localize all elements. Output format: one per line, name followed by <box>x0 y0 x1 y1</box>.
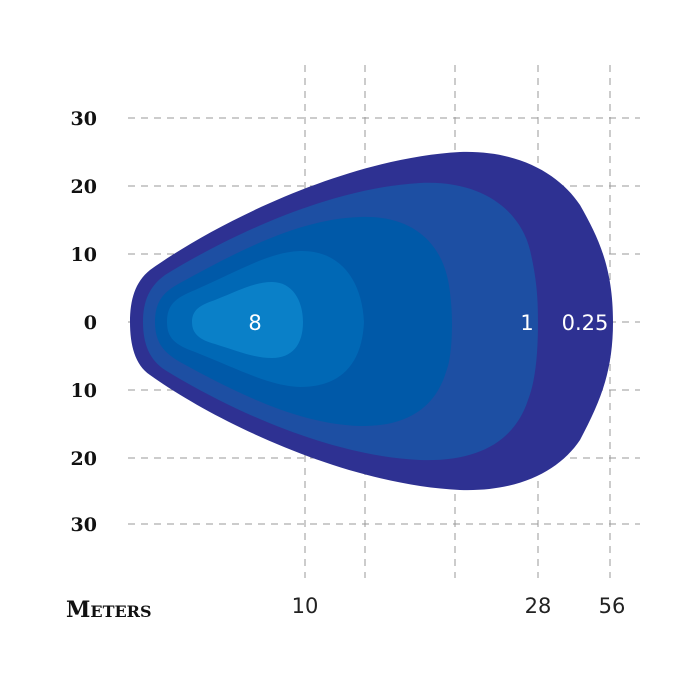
x-axis-label-char: E <box>90 602 102 621</box>
x-tick-label: 10 <box>292 594 319 618</box>
y-tick-label: 30 <box>71 108 97 130</box>
contours <box>130 151 613 491</box>
level-label: 1 <box>520 311 533 335</box>
x-axis-label-char: R <box>127 602 141 621</box>
y-axis-ticks: 30 20 10 0 10 20 30 <box>71 108 97 536</box>
x-axis-ticks: 10 28 56 <box>292 594 626 618</box>
x-axis-label-char: E <box>114 602 126 621</box>
level-labels: 8 1 0.25 <box>248 311 608 335</box>
x-axis-label-char: T <box>103 602 115 621</box>
level-label: 8 <box>248 311 261 335</box>
y-tick-label: 0 <box>84 312 97 334</box>
x-axis-label: METERS <box>66 597 152 623</box>
level-label: 0.25 <box>562 311 609 335</box>
contour-level-8 <box>192 282 303 358</box>
y-tick-label: 10 <box>71 380 97 402</box>
x-axis-label-char: M <box>66 597 90 623</box>
y-tick-label: 10 <box>71 244 97 266</box>
x-tick-label: 56 <box>599 594 626 618</box>
x-tick-label: 28 <box>525 594 552 618</box>
y-tick-label: 20 <box>71 448 97 470</box>
x-axis-label-char: S <box>140 602 152 621</box>
y-tick-label: 30 <box>71 514 97 536</box>
y-tick-label: 20 <box>71 176 97 198</box>
